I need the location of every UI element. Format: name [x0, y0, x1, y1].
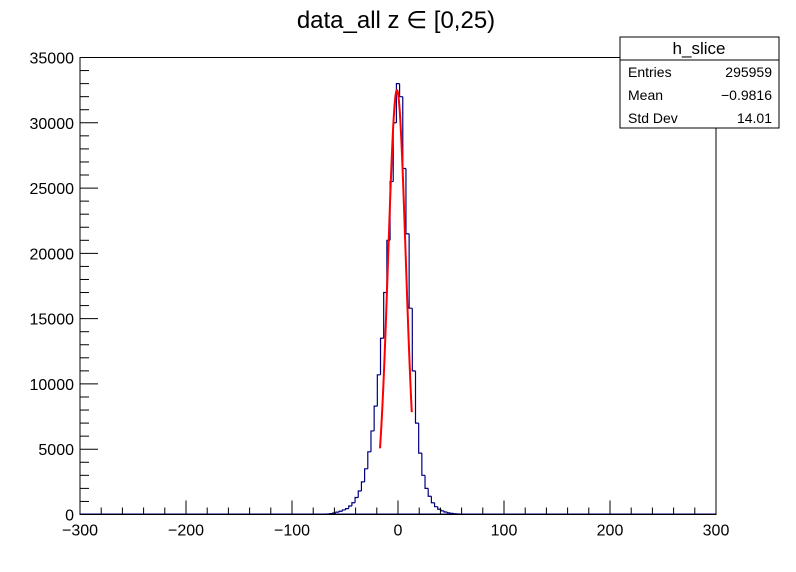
x-tick-label: 100 — [491, 523, 518, 540]
histogram-bin — [344, 508, 349, 510]
histogram-bin — [370, 430, 375, 452]
stats-stddev-value: 14.01 — [737, 110, 772, 126]
histogram-bin — [364, 468, 368, 482]
histogram-bin — [360, 481, 365, 491]
histogram-bin — [408, 233, 413, 309]
x-tick-label: 300 — [703, 523, 730, 540]
histogram-bin — [430, 496, 435, 504]
histogram-bin — [367, 451, 371, 469]
y-tick-label: 0 — [65, 508, 74, 525]
histogram-bin — [373, 405, 378, 431]
stats-box-title: h_slice — [673, 39, 726, 58]
histogram-bin — [335, 511, 340, 513]
histogram-bin — [411, 308, 416, 372]
fit-layer — [378, 88, 413, 449]
y-tick-label: 15000 — [30, 312, 75, 329]
histogram-bin — [341, 509, 346, 512]
stats-entries-label: Entries — [628, 64, 672, 80]
x-axis: −300 −200 −100 0 100 200 300 — [62, 500, 730, 540]
histogram-bin — [376, 374, 381, 407]
histogram-bin — [421, 453, 426, 476]
histogram-bin — [440, 509, 445, 512]
y-tick-label: 20000 — [30, 246, 75, 263]
histogram-bin — [348, 505, 352, 509]
histogram-bin — [338, 510, 343, 513]
x-tick-label: −300 — [62, 523, 98, 540]
x-tick-label: −200 — [168, 523, 204, 540]
histogram-bin — [427, 488, 432, 497]
y-tick-label: 10000 — [30, 377, 75, 394]
stats-mean-label: Mean — [628, 87, 663, 103]
y-tick-label: 35000 — [30, 51, 75, 68]
histogram-bin — [418, 423, 422, 454]
stats-box: h_slice Entries 295959 Mean −0.9816 Std … — [619, 36, 780, 129]
x-tick-label: 0 — [394, 523, 403, 540]
histogram-bin — [354, 496, 359, 503]
histogram-bin — [405, 168, 410, 235]
histogram-bin — [446, 512, 451, 514]
histogram-bin — [383, 291, 387, 339]
stats-stddev-label: Std Dev — [628, 110, 678, 126]
stats-entries-value: 295959 — [725, 64, 772, 80]
histogram-bin — [437, 506, 441, 510]
histogram-bin — [332, 512, 336, 514]
histogram-bin — [398, 83, 403, 98]
stats-mean-value: −0.9816 — [721, 87, 772, 103]
histogram-bin — [357, 490, 362, 498]
histogram-bin — [433, 502, 438, 508]
y-axis: 0 5000 10000 15000 20000 25000 30000 35000 — [30, 51, 98, 525]
histogram-bin — [414, 370, 419, 424]
y-tick-label: 25000 — [30, 181, 75, 198]
stats-box-frame — [619, 36, 780, 129]
histogram-bin — [424, 475, 429, 489]
histogram-bin — [443, 510, 448, 513]
x-tick-label: 200 — [597, 523, 624, 540]
histogram-bin — [351, 502, 356, 507]
x-tick-label: −100 — [274, 523, 310, 540]
y-tick-label: 30000 — [30, 116, 75, 133]
chart-title: data_all z ∈ [0,25) — [297, 7, 495, 34]
fit-curve — [378, 88, 413, 449]
histogram-bin — [395, 83, 400, 123]
histogram-bin — [379, 337, 384, 375]
y-tick-label: 5000 — [38, 442, 74, 459]
histogram-bin — [449, 512, 454, 514]
